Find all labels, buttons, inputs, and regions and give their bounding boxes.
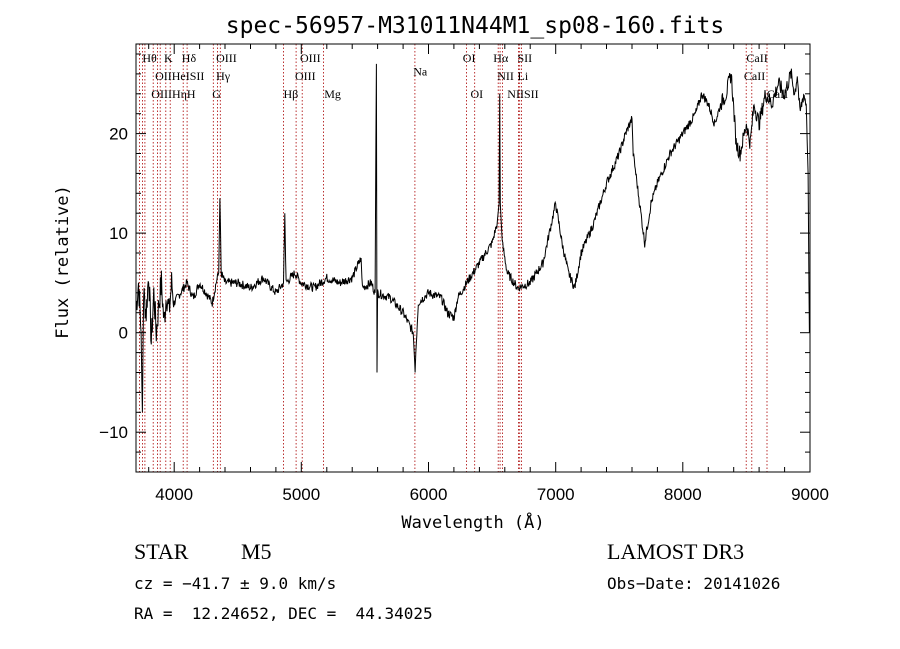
object-subclass: M5 — [241, 539, 272, 565]
y-axis-label: Flux (relative) — [53, 185, 73, 339]
object-class: STAR — [134, 539, 188, 565]
line-marker-labels: Hθ K Hδ OIII OIII OI Hα SII CaII OIIHeISII Hγ OIII N… — [142, 51, 788, 101]
line-label-21: NIISII — [507, 87, 538, 101]
y-tick-label: 10 — [109, 224, 128, 243]
line-label-0: Hθ — [142, 51, 157, 65]
line-label-7: SII — [518, 51, 533, 65]
line-label-2: Hδ — [182, 51, 197, 65]
redshift-velocity: cz = −41.7 ± 9.0 km/s — [134, 574, 336, 593]
line-label-1: K — [164, 51, 173, 65]
line-label-17: Hβ — [284, 87, 299, 101]
line-label-12: NII — [497, 69, 514, 83]
line-label-6: Hα — [493, 51, 509, 65]
line-label-15: OIIIHηH — [151, 87, 196, 101]
line-label-20: OI — [471, 87, 484, 101]
line-label-18: Mg — [324, 87, 341, 101]
line-label-13: Li — [518, 69, 529, 83]
x-tick-label: 9000 — [791, 485, 829, 504]
y-tick-label: 0 — [119, 324, 128, 343]
y-tick-label: 20 — [109, 125, 128, 144]
spectrum-series — [136, 64, 809, 412]
line-label-16: G — [212, 87, 221, 101]
line-label-9: OIIHeISII — [155, 69, 204, 83]
line-label-10: Hγ — [216, 69, 231, 83]
x-tick-label: 7000 — [537, 485, 575, 504]
x-axis-label: Wavelength (Å) — [401, 511, 544, 533]
line-label-19: Na — [413, 65, 428, 79]
x-tick-label: 4000 — [155, 485, 193, 504]
x-axis-ticks: 4000 5000 6000 7000 8000 9000 — [149, 44, 829, 504]
line-label-11: OIII — [295, 69, 316, 83]
line-markers — [139, 44, 767, 472]
x-tick-label: 5000 — [282, 485, 320, 504]
survey-name: LAMOST DR3 — [607, 539, 744, 565]
coordinates: RA = 12.24652, DEC = 44.34025 — [134, 604, 433, 623]
line-label-8: CaII — [746, 51, 767, 65]
plot-frame — [136, 44, 810, 472]
y-axis-ticks: −10 0 10 20 — [99, 54, 810, 452]
line-label-4: OIII — [300, 51, 321, 65]
chart-title: spec-56957-M31011N44M1_sp08-160.fits — [226, 13, 725, 39]
line-label-3: OIII — [216, 51, 237, 65]
y-tick-label: −10 — [99, 423, 128, 442]
line-label-5: OI — [463, 51, 476, 65]
x-tick-label: 6000 — [410, 485, 448, 504]
line-label-14: CaII — [744, 69, 765, 83]
spectrum-line-0 — [136, 64, 809, 412]
observation-date: Obs−Date: 20141026 — [607, 574, 780, 593]
x-tick-label: 8000 — [664, 485, 702, 504]
